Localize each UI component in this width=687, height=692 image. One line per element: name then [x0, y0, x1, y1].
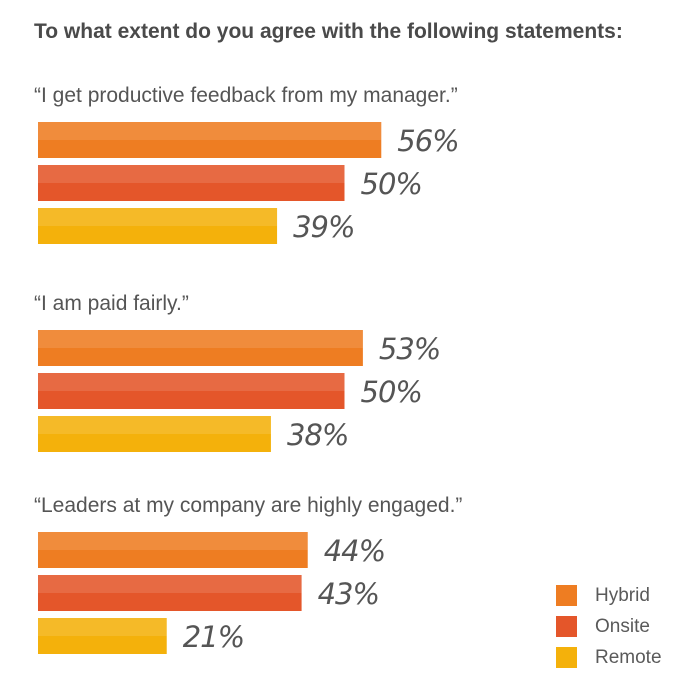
- value-label-remote-1: 38%: [287, 418, 348, 452]
- category-label-1: “I am paid fairly.”: [34, 292, 189, 315]
- bar-hybrid-0: [38, 122, 382, 158]
- value-label-hybrid-2: 44%: [324, 534, 385, 568]
- legend-item-onsite: Onsite: [556, 611, 681, 642]
- value-label-onsite-1: 50%: [361, 375, 422, 409]
- bar-remote-0: [38, 208, 278, 244]
- bar-onsite-1: [38, 373, 345, 409]
- legend-swatch-hybrid: [556, 585, 577, 606]
- legend: Hybrid Onsite Remote: [556, 580, 681, 673]
- value-label-remote-2: 21%: [183, 620, 244, 654]
- category-label-2: “Leaders at my company are highly engage…: [34, 494, 462, 517]
- legend-swatch-onsite: [556, 616, 577, 637]
- bar-highlight-remote-2: [38, 618, 167, 636]
- bar-onsite-2: [38, 575, 302, 611]
- category-label-0: “I get productive feedback from my manag…: [34, 84, 458, 107]
- bar-highlight-hybrid-1: [38, 330, 363, 348]
- bar-hybrid-1: [38, 330, 363, 366]
- value-label-hybrid-0: 56%: [397, 124, 458, 158]
- value-label-remote-0: 39%: [293, 210, 354, 244]
- bar-highlight-remote-0: [38, 208, 278, 226]
- legend-label-onsite: Onsite: [595, 615, 650, 637]
- bar-highlight-remote-1: [38, 416, 271, 434]
- value-label-hybrid-1: 53%: [379, 332, 440, 366]
- value-label-onsite-2: 43%: [318, 577, 379, 611]
- bar-highlight-hybrid-0: [38, 122, 382, 140]
- bar-highlight-onsite-0: [38, 165, 345, 183]
- bar-onsite-0: [38, 165, 345, 201]
- legend-label-remote: Remote: [595, 646, 662, 668]
- legend-item-remote: Remote: [556, 642, 681, 673]
- legend-label-hybrid: Hybrid: [595, 584, 650, 606]
- bar-remote-1: [38, 416, 271, 452]
- bar-highlight-hybrid-2: [38, 532, 308, 550]
- legend-swatch-remote: [556, 647, 577, 668]
- bar-remote-2: [38, 618, 167, 654]
- bar-highlight-onsite-2: [38, 575, 302, 593]
- bar-highlight-onsite-1: [38, 373, 345, 391]
- legend-item-hybrid: Hybrid: [556, 580, 681, 611]
- bar-hybrid-2: [38, 532, 308, 568]
- chart-title: To what extent do you agree with the fol…: [34, 20, 623, 43]
- value-label-onsite-0: 50%: [361, 167, 422, 201]
